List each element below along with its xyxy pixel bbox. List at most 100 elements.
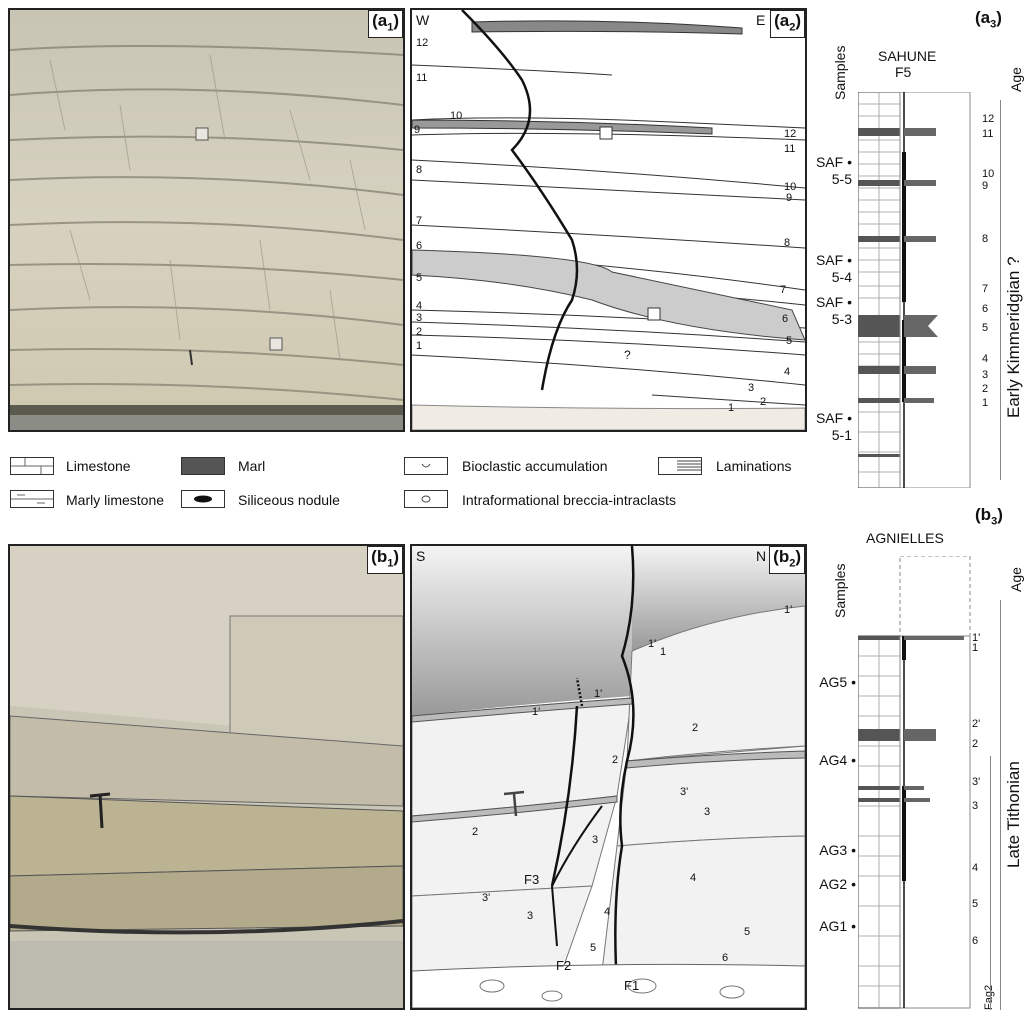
a2-right-1: 1: [728, 402, 735, 414]
fault-f1-label: F1: [624, 978, 640, 993]
a2-right-11: 11: [784, 143, 796, 155]
fault-f3-label: F3: [524, 872, 540, 887]
photo-a1-image: [10, 10, 403, 430]
b2-label-3-c: 3: [527, 910, 534, 922]
panel-label-a1: (a1): [368, 10, 403, 39]
legend-marly-limestone-label: Marly limestone: [66, 492, 165, 508]
a2-right-2: 2: [760, 396, 767, 408]
b2-label-1p-a: 1': [784, 604, 793, 616]
panel-label-b2: (b2): [769, 546, 805, 575]
a2-bed-2: 2: [416, 326, 423, 338]
b3-section-name: AGNIELLES: [866, 530, 944, 546]
a2-question-mark: ?: [624, 348, 631, 362]
a2-bed-9: 9: [414, 124, 421, 136]
legend-marl-symbol: [181, 457, 225, 475]
b3-bed-6: 6: [972, 935, 979, 947]
a2-bed-1: 1: [416, 340, 423, 352]
a3-sample-saf-5-1: SAF • 5-1: [815, 410, 852, 443]
b3-bed-2: 2: [972, 738, 979, 750]
b2-label-2-b: 2: [612, 754, 619, 766]
a3-section-sub: F5: [895, 64, 912, 80]
b3-bed-3: 3: [972, 800, 979, 812]
a3-section-name: SAHUNE: [878, 48, 937, 64]
a2-right-9: 9: [786, 192, 793, 204]
sketch-b2-drawing: [412, 546, 805, 1008]
b3-unit-bar: [990, 756, 991, 1010]
legend-marly-limestone-symbol: [10, 490, 54, 508]
b3-age-header: Age: [1008, 567, 1024, 592]
legend-breccia-label: Intraformational breccia-intraclasts: [462, 492, 676, 508]
b2-label-4-b: 4: [604, 906, 611, 918]
b3-sample-ag2: AG2 •: [819, 876, 856, 892]
sketch-a2-drawing: [412, 10, 805, 430]
b3-sample-ag5: AG5 •: [819, 674, 856, 690]
b3-age-value: Late Tithonian: [1004, 761, 1023, 868]
a3-age-value: Early Kimmeridgian ?: [1004, 256, 1023, 418]
a2-right-7: 7: [780, 284, 787, 296]
b2-label-1: 1: [660, 646, 667, 658]
legend-breccia-symbol: [404, 490, 448, 508]
b3-bed-2p: 2': [972, 718, 981, 730]
b3-bed-1: 1: [972, 642, 979, 654]
b2-label-2-c: 2: [472, 826, 479, 838]
b2-label-3p-a: 3': [680, 786, 689, 798]
panel-label-a2: (a2): [770, 10, 805, 39]
a3-bed-6: 6: [982, 303, 989, 315]
a3-bed-10: 10: [982, 168, 995, 180]
a2-bed-7: 7: [416, 215, 423, 227]
a2-right-8: 8: [784, 237, 791, 249]
sketch-b2: S N 1' 1' 1' 1' 1 2 2 2 3' 3' 3 3 3 4 4 …: [410, 544, 807, 1010]
b3-samples-header: Samples: [832, 563, 848, 618]
a3-sample-saf-5-5: SAF • 5-5: [815, 154, 852, 187]
legend-limestone-label: Limestone: [66, 458, 131, 474]
a2-bed-8: 8: [416, 164, 423, 176]
a2-right-3: 3: [748, 382, 755, 394]
east-label: E: [756, 12, 766, 28]
legend-laminations-label: Laminations: [716, 458, 792, 474]
photo-b1-image: [10, 546, 403, 1008]
b2-label-5-b: 5: [590, 942, 597, 954]
a3-bed-8: 8: [982, 233, 989, 245]
legend-limestone-symbol: [10, 457, 54, 475]
b3-bed-5: 5: [972, 898, 979, 910]
west-label: W: [416, 12, 430, 28]
legend-laminations-symbol: [658, 457, 702, 475]
legend-bioclastic-symbol: [404, 457, 448, 475]
a3-bed-12: 12: [982, 113, 995, 125]
a2-bed-6: 6: [416, 240, 423, 252]
a2-bed-10: 10: [450, 110, 463, 122]
b2-label-3p-b: 3': [482, 892, 491, 904]
a3-bed-4: 4: [982, 353, 989, 365]
a3-sample-saf-5-3: SAF • 5-3: [815, 294, 852, 327]
b3-bed-3p: 3': [972, 776, 981, 788]
photo-a1: (a1): [8, 8, 405, 432]
photo-b1: (b1): [8, 544, 405, 1010]
b3-sample-ag1: AG1 •: [819, 918, 856, 934]
a2-bed-5: 5: [416, 272, 423, 284]
b3-age-bar: [1000, 600, 1001, 1010]
b3-sample-ag3: AG3 •: [819, 842, 856, 858]
a3-age-header: Age: [1008, 67, 1024, 92]
a3-age-bar: [1000, 100, 1001, 480]
a2-bed-3: 3: [416, 312, 423, 324]
a3-sample-saf-5-4: SAF • 5-4: [815, 252, 852, 285]
a3-bed-9: 9: [982, 180, 989, 192]
a2-bed-11: 11: [416, 72, 428, 84]
b2-label-6: 6: [722, 952, 729, 964]
b2-label-1p-b: 1': [648, 638, 657, 650]
a3-samples-header: Samples: [832, 45, 848, 100]
b2-label-2-a: 2: [692, 722, 699, 734]
a3-bed-7: 7: [982, 283, 989, 295]
b2-label-1p-d: 1': [594, 688, 603, 700]
a2-right-4: 4: [784, 366, 791, 378]
a3-log-column: [858, 92, 971, 488]
fault-f2-label: F2: [556, 958, 572, 973]
b2-label-1p-c: 1': [532, 706, 541, 718]
a2-right-6: 6: [782, 313, 789, 325]
a3-bed-1: 1: [982, 397, 989, 409]
south-label: S: [416, 548, 426, 564]
a2-right-5: 5: [786, 335, 793, 347]
legend-siliceous-nodule-symbol: [181, 490, 225, 508]
legend-siliceous-nodule-label: Siliceous nodule: [238, 492, 340, 508]
b3-log-column: [858, 556, 971, 1009]
